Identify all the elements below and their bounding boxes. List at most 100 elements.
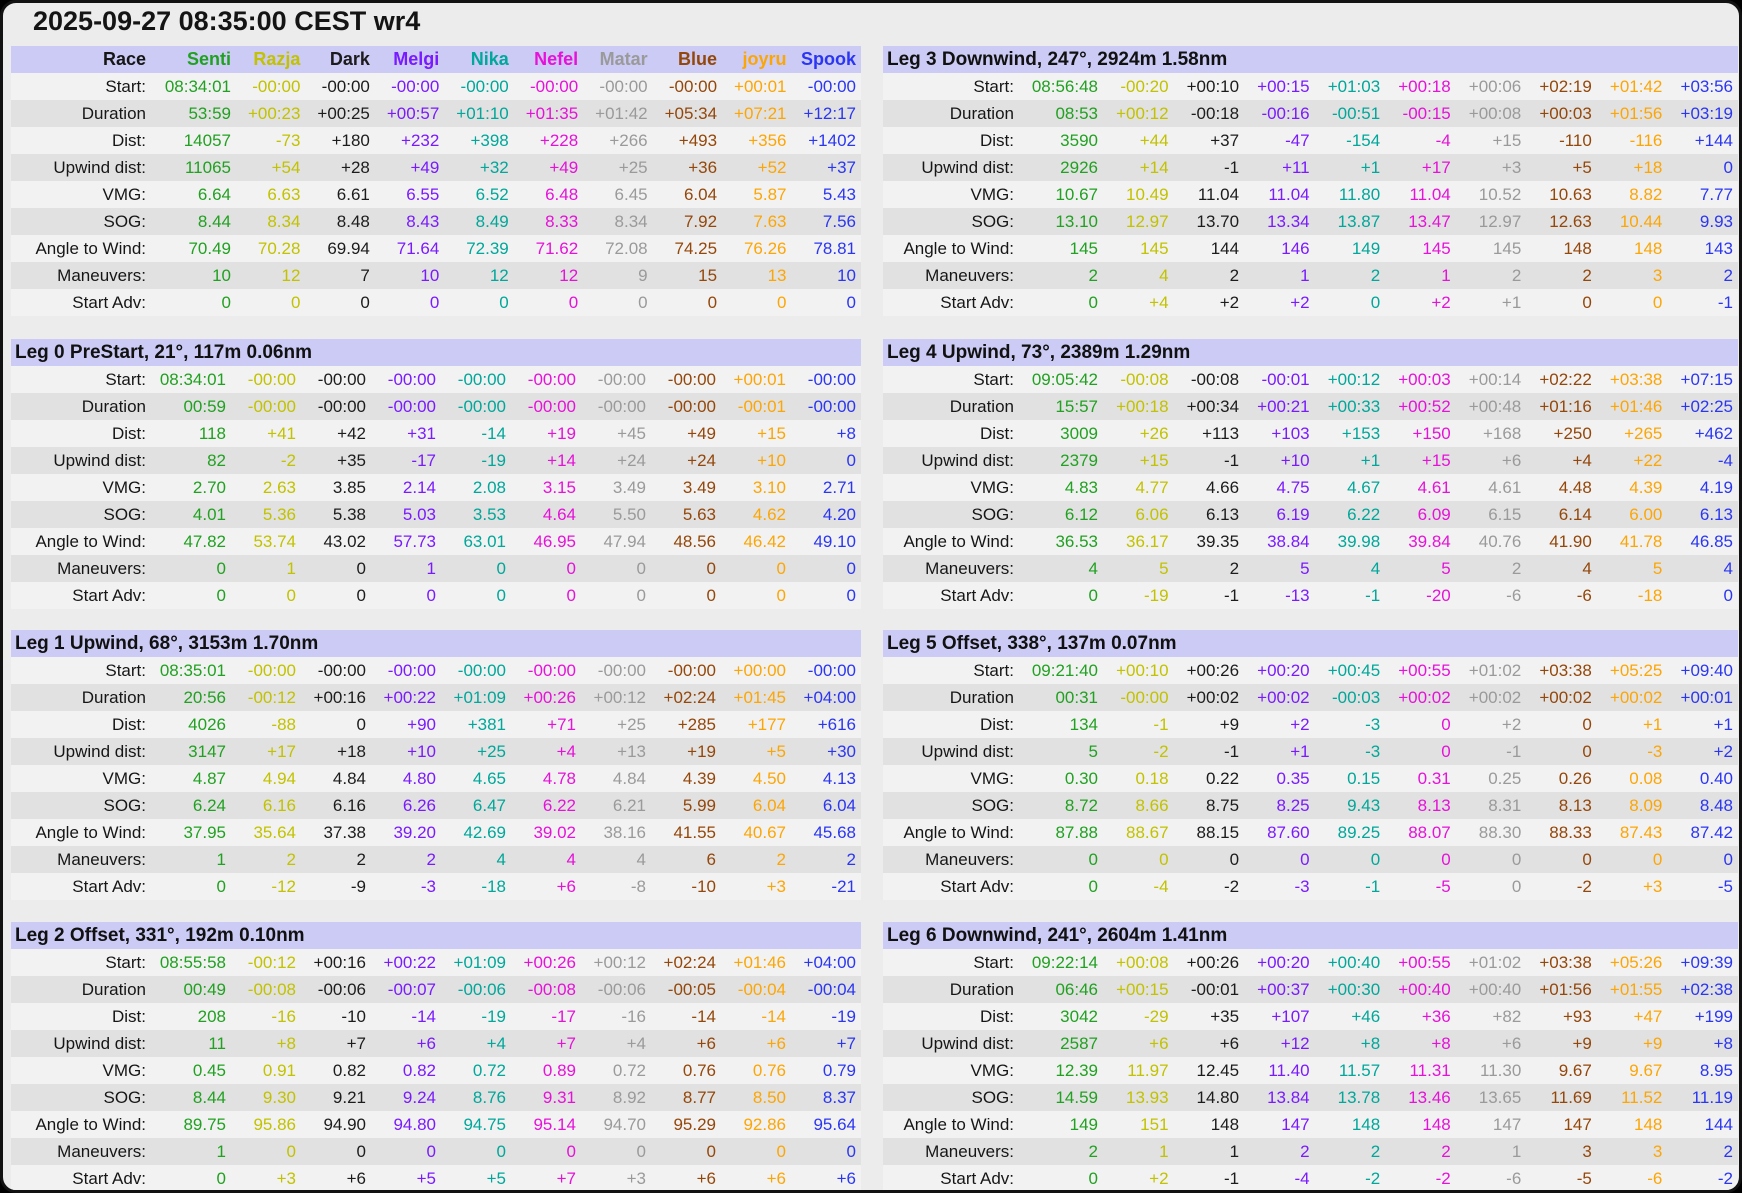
- value-cell: +1402: [808, 131, 856, 150]
- value-cell: -4: [1153, 877, 1169, 896]
- value-cell: 14.80: [1196, 1088, 1240, 1107]
- row-label: Start Adv:: [72, 877, 146, 896]
- value-cell: 3147: [188, 742, 226, 761]
- value-cell: 0: [568, 293, 579, 312]
- value-cell: +15: [1421, 451, 1451, 470]
- value-cell: 5.36: [262, 505, 296, 524]
- value-cell: +05:34: [664, 104, 718, 123]
- competitor-name: Melgi: [393, 49, 440, 69]
- row-label: SOG:: [971, 796, 1014, 815]
- value-cell: 08:53: [1055, 104, 1098, 123]
- row-label: Dist:: [980, 131, 1014, 150]
- value-cell: 6.26: [402, 796, 436, 815]
- value-cell: 4.84: [332, 769, 366, 788]
- row-label: Start Adv:: [72, 586, 146, 605]
- value-cell: 09:22:14: [1031, 953, 1098, 972]
- row-label: Angle to Wind:: [35, 532, 146, 551]
- value-cell: 6.16: [262, 796, 296, 815]
- value-cell: 2.63: [262, 478, 296, 497]
- value-cell: 95.64: [813, 1115, 856, 1134]
- row-label: SOG:: [103, 796, 146, 815]
- value-cell: 8.48: [1699, 796, 1733, 815]
- row-label: Angle to Wind:: [903, 532, 1014, 551]
- value-cell: -1: [1223, 742, 1240, 761]
- value-cell: 4.84: [612, 769, 646, 788]
- value-cell: 0: [1088, 850, 1098, 869]
- value-cell: -00:06: [457, 980, 506, 999]
- row-label: Duration: [81, 688, 146, 707]
- value-cell: 2587: [1060, 1034, 1098, 1053]
- value-cell: 9.30: [262, 1088, 296, 1107]
- value-cell: 00:59: [183, 397, 226, 416]
- value-cell: 0: [846, 559, 856, 578]
- value-cell: +10: [757, 451, 786, 470]
- value-cell: +42: [337, 424, 366, 443]
- value-cell: -00:00: [457, 397, 506, 416]
- value-cell: -21: [831, 877, 856, 896]
- value-cell: +8: [1360, 1034, 1381, 1053]
- leg-title: Leg 3 Downwind, 247°, 2924m 1.58nm: [883, 46, 1738, 73]
- value-cell: +03:56: [1680, 77, 1733, 96]
- row-label: Duration: [949, 980, 1014, 999]
- value-cell: 0.25: [1488, 769, 1522, 788]
- value-cell: 8.43: [406, 212, 440, 231]
- value-cell: +02:24: [663, 953, 716, 972]
- value-cell: 13.87: [1337, 212, 1381, 231]
- value-cell: 48.56: [673, 532, 716, 551]
- value-cell: 0: [496, 1142, 506, 1161]
- value-cell: +232: [401, 131, 440, 150]
- value-cell: 1: [1229, 1142, 1240, 1161]
- value-cell: 36.17: [1126, 532, 1169, 551]
- value-cell: 12: [489, 266, 509, 285]
- row-label: Dist:: [112, 1007, 146, 1026]
- value-cell: 0.26: [1558, 769, 1592, 788]
- value-cell: +07:21: [734, 104, 787, 123]
- value-cell: -14: [411, 1007, 436, 1026]
- value-cell: +7: [556, 1034, 576, 1053]
- value-cell: 10.44: [1619, 212, 1663, 231]
- value-cell: +2: [1431, 293, 1451, 312]
- value-cell: -00:00: [387, 370, 436, 389]
- value-cell: +5: [416, 1169, 436, 1188]
- value-cell: -3: [1365, 742, 1381, 761]
- value-cell: 6.64: [197, 185, 231, 204]
- row-label: Start:: [105, 77, 146, 96]
- value-cell: +00:12: [593, 953, 646, 972]
- value-cell: 72.39: [466, 239, 509, 258]
- value-cell: -17: [411, 451, 436, 470]
- value-cell: +32: [479, 158, 509, 177]
- value-cell: +01:55: [1609, 980, 1663, 999]
- value-cell: -00:00: [391, 77, 440, 96]
- value-cell: 148: [1634, 239, 1663, 258]
- value-cell: 0: [1582, 293, 1592, 312]
- row-label: VMG:: [102, 478, 146, 497]
- value-cell: -00:00: [527, 661, 576, 680]
- value-cell: 36.53: [1055, 532, 1098, 551]
- value-cell: -116: [1629, 131, 1663, 150]
- competitor-name: Senti: [186, 49, 231, 69]
- value-cell: 95.14: [533, 1115, 576, 1134]
- value-cell: 8.34: [614, 212, 648, 231]
- value-cell: 39.35: [1196, 532, 1240, 551]
- race-summary-table: Race Senti Razja Dark Melgi Nika Nefel Matar Blu…: [11, 46, 861, 316]
- value-cell: 0.76: [682, 1061, 716, 1080]
- value-cell: -2: [1576, 877, 1592, 896]
- value-cell: +01:56: [1609, 104, 1663, 123]
- value-cell: +177: [747, 715, 786, 734]
- value-cell: -00:12: [247, 953, 296, 972]
- value-cell: +02:19: [1539, 77, 1592, 96]
- row-label: Duration: [81, 397, 146, 416]
- value-cell: 5.03: [402, 505, 436, 524]
- value-cell: -1: [1153, 715, 1169, 734]
- row-label: VMG:: [970, 1061, 1014, 1080]
- value-cell: +616: [817, 715, 856, 734]
- value-cell: 0: [776, 559, 786, 578]
- value-cell: 7.77: [1699, 185, 1733, 204]
- value-cell: 0: [1441, 715, 1451, 734]
- value-cell: 9.93: [1699, 212, 1733, 231]
- value-cell: 2: [426, 850, 436, 869]
- value-cell: 0: [286, 586, 296, 605]
- value-cell: 5: [1159, 559, 1169, 578]
- value-cell: 94.90: [323, 1115, 366, 1134]
- value-cell: +10: [1280, 451, 1310, 470]
